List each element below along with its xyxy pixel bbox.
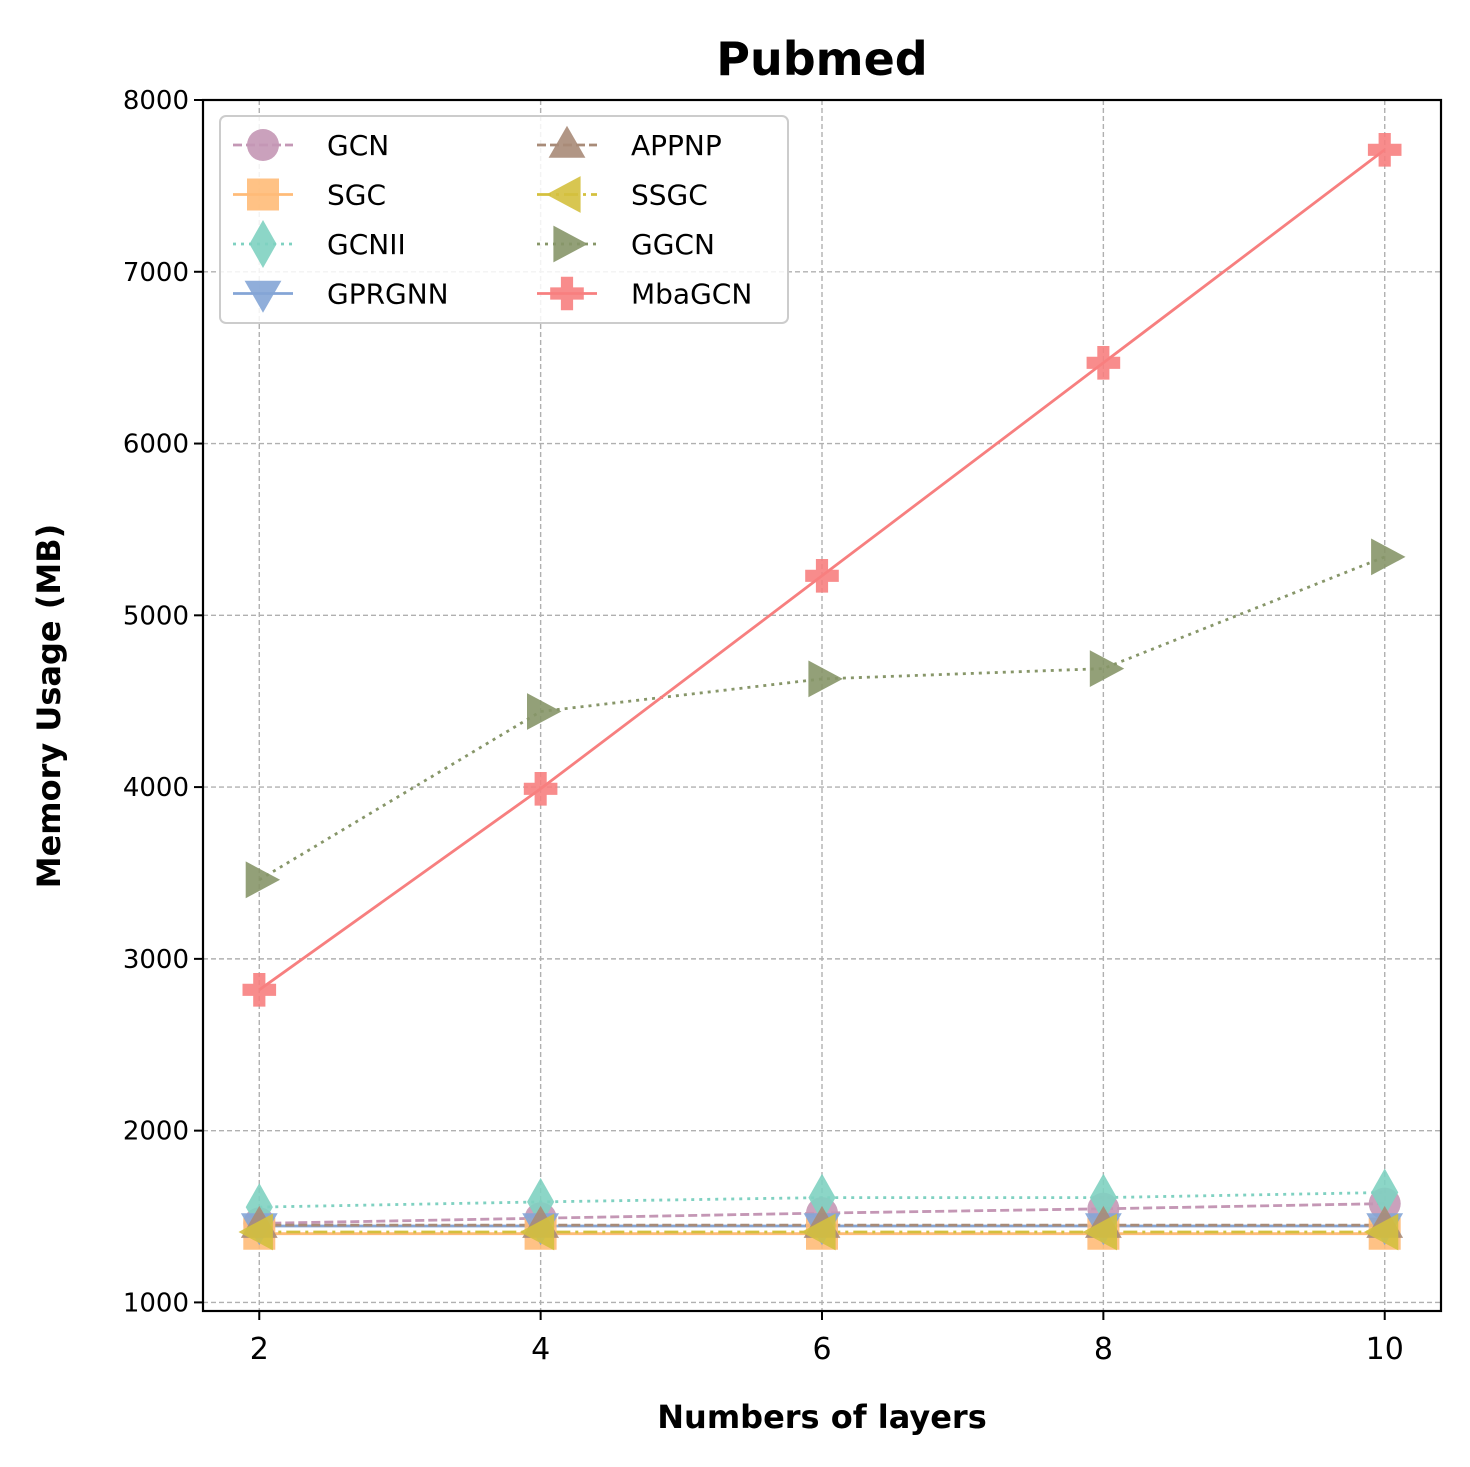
data-point-ggcn xyxy=(527,693,562,730)
y-tick-label: 3000 xyxy=(123,945,189,975)
legend-label-gprgnn: GPRGNN xyxy=(327,278,449,311)
legend-box xyxy=(219,115,789,324)
x-axis-label: Numbers of layers xyxy=(657,1398,987,1436)
legend-marker-gprgnn xyxy=(244,280,282,313)
y-axis-label: Memory Usage (MB) xyxy=(30,524,68,889)
legend-marker-gcnii xyxy=(249,220,277,268)
x-tick-label: 2 xyxy=(250,1332,269,1367)
data-point-mbagcn xyxy=(523,772,558,806)
y-tick-label: 6000 xyxy=(123,430,189,460)
legend-marker-ggcn xyxy=(553,225,588,263)
data-point-mbagcn xyxy=(1086,346,1121,380)
x-tick-label: 10 xyxy=(1366,1332,1404,1367)
x-axis: 2 4 6 8 10 xyxy=(250,1311,1404,1367)
data-point-ssgc xyxy=(238,1213,273,1251)
y-tick-label: 1000 xyxy=(123,1288,189,1318)
legend-label-sgc: SGC xyxy=(327,179,386,212)
legend-label-gcn: GCN xyxy=(327,129,389,162)
legend-label-gcnii: GCNII xyxy=(327,228,406,261)
y-tick-label: 8000 xyxy=(123,86,189,116)
legend-marker-ssgc xyxy=(546,176,581,213)
y-tick-label: 2000 xyxy=(123,1117,189,1147)
data-point-ssgc xyxy=(1082,1213,1117,1251)
legend-marker-gcn xyxy=(247,129,279,161)
data-point-mbagcn xyxy=(805,559,839,593)
chart-title: Pubmed xyxy=(716,32,927,86)
data-point-gcnii xyxy=(1089,1173,1117,1222)
x-tick-label: 4 xyxy=(531,1332,550,1367)
data-point-ggcn xyxy=(1089,650,1125,687)
data-point-ssgc xyxy=(519,1213,555,1251)
x-tick-label: 6 xyxy=(812,1332,831,1367)
legend: GCN SGC GCNII GPRGNN APPNP SSGC GGCN MbaGCN xyxy=(219,115,789,324)
data-point-ssgc xyxy=(1363,1213,1399,1251)
x-tick-label: 8 xyxy=(1094,1332,1113,1367)
y-tick-label: 4000 xyxy=(123,773,189,803)
legend-marker-mbagcn xyxy=(550,276,584,311)
data-point-gcnii xyxy=(808,1173,836,1222)
data-point-ggcn xyxy=(808,660,843,698)
legend-label-ssgc: SSGC xyxy=(631,179,708,212)
series-line-ggcn xyxy=(258,555,1386,882)
y-axis: 1000 2000 3000 4000 5000 6000 7000 8000 xyxy=(123,86,203,1318)
legend-label-appnp: APPNP xyxy=(631,129,722,162)
data-point-ssgc xyxy=(801,1213,836,1251)
data-point-gcnii xyxy=(1371,1168,1399,1217)
y-tick-label: 7000 xyxy=(123,258,189,288)
legend-label-ggcn: GGCN xyxy=(631,228,715,261)
y-tick-label: 5000 xyxy=(123,601,189,631)
data-point-ggcn xyxy=(1371,538,1406,576)
legend-marker-sgc xyxy=(247,178,279,211)
data-point-mbagcn xyxy=(242,973,277,1007)
series-markers xyxy=(238,133,1406,1251)
legend-marker-appnp xyxy=(548,125,586,158)
data-point-ggcn xyxy=(245,861,281,899)
data-point-mbagcn xyxy=(1367,133,1402,167)
legend-label-mbagcn: MbaGCN xyxy=(631,278,752,311)
